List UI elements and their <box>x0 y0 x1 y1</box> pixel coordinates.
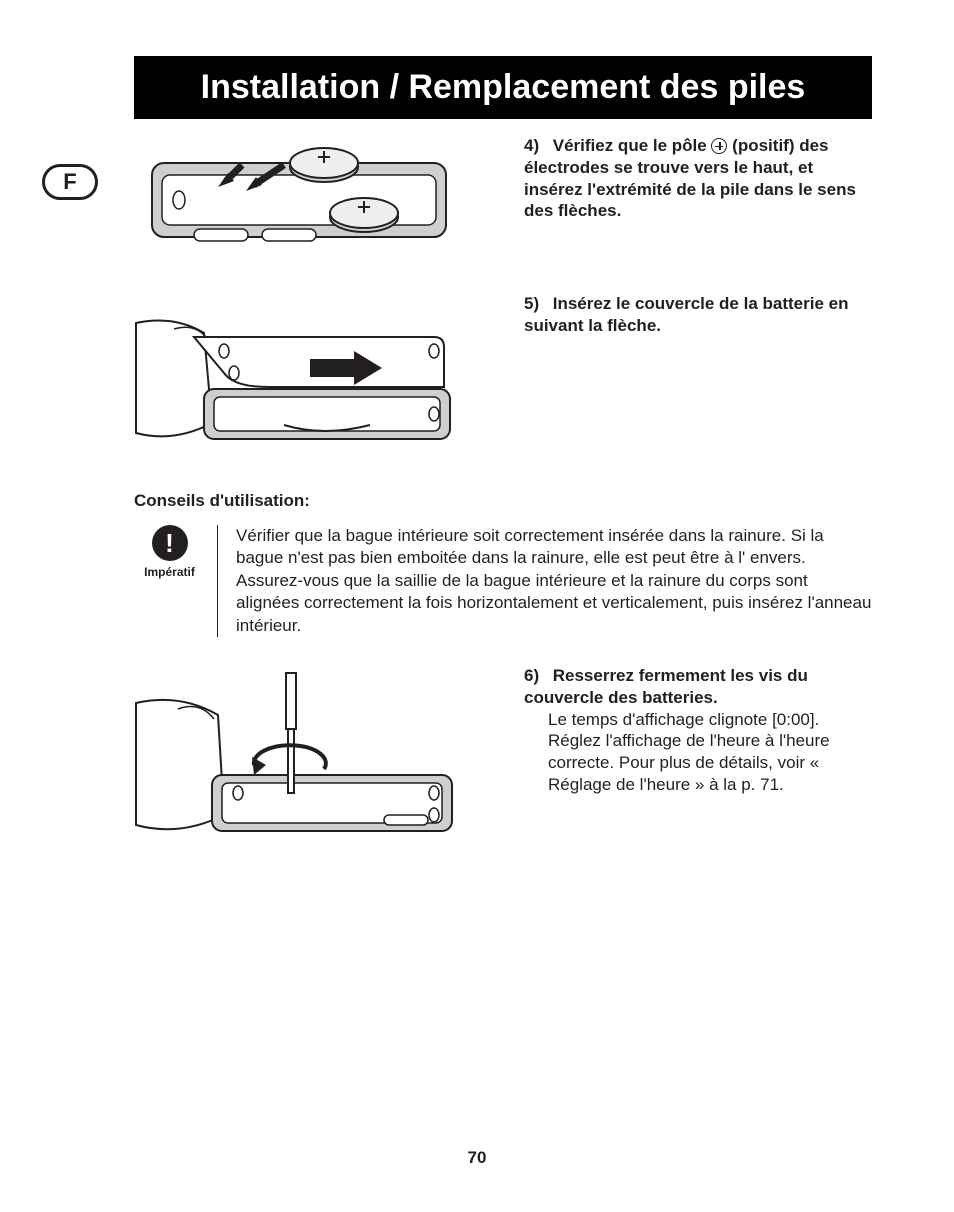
illustration-step-5 <box>134 293 464 463</box>
step-5-row: 5) Insérez le couvercle de la batterie e… <box>134 293 872 463</box>
illustration-step-6 <box>134 665 464 855</box>
step-4-bold-prefix: Vérifiez que le pôle <box>553 136 712 155</box>
step-6-bold: Resserrez fermement les vis du couvercle… <box>524 666 808 707</box>
step-5-bold: Insérez le couvercle de la batterie en s… <box>524 294 848 335</box>
step-5-text: 5) Insérez le couvercle de la batterie e… <box>464 293 872 463</box>
illustration-step-4 <box>134 135 464 265</box>
step-6-row: 6) Resserrez fermement les vis du couver… <box>134 665 872 855</box>
tip-icon-block: ! Impératif <box>134 525 218 637</box>
step-6-text: 6) Resserrez fermement les vis du couver… <box>464 665 872 855</box>
step-5-number: 5) <box>524 293 548 315</box>
step-4-text: 4) Vérifiez que le pôle (positif) des él… <box>464 135 872 265</box>
imperative-label: Impératif <box>134 565 205 579</box>
step-4-row: 4) Vérifiez que le pôle (positif) des él… <box>134 135 872 265</box>
imperative-icon: ! <box>152 525 188 561</box>
page-number: 70 <box>0 1148 954 1168</box>
tip-body: Vérifier que la bague intérieure soit co… <box>218 525 872 637</box>
plus-icon <box>711 138 727 154</box>
step-6-body: Le temps d'affichage clignote [0:00]. Ré… <box>548 709 872 796</box>
step-6-number: 6) <box>524 665 548 687</box>
language-badge: F <box>42 164 98 200</box>
page-title: Installation / Remplacement des piles <box>134 56 872 119</box>
step-4-number: 4) <box>524 135 548 157</box>
tip-row: ! Impératif Vérifier que la bague intéri… <box>134 525 872 637</box>
tips-heading: Conseils d'utilisation: <box>134 491 872 511</box>
